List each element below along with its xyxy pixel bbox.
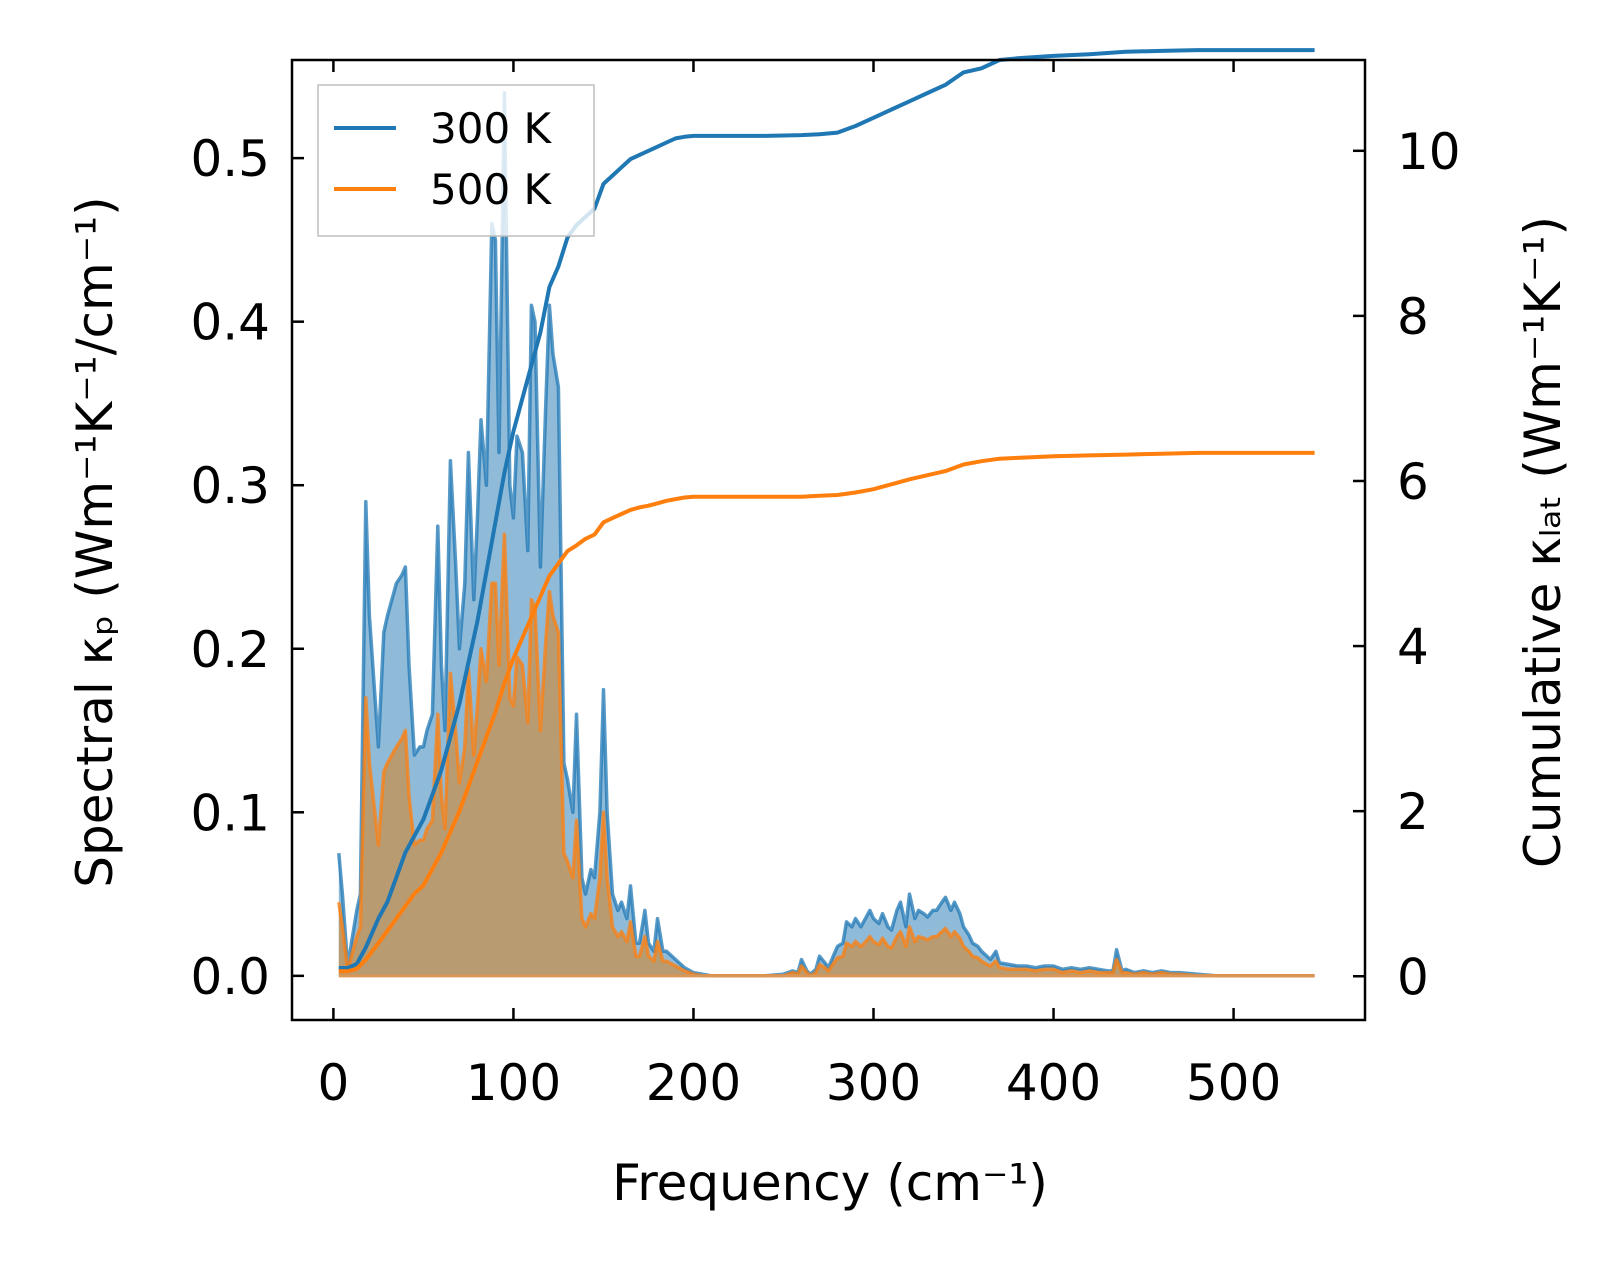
plot-frame [290,58,1367,1022]
x-axis-title: Frequency (cm⁻¹) [612,1154,1048,1212]
axes: 0 100 200 300 400 500 0.0 0.1 0.2 0.3 0.4 0.5 0 2 4 6 8 1… [190,58,1461,1112]
x-tick-label: 400 [1006,1054,1101,1112]
y-left-tick-label: 0.4 [190,294,270,352]
x-tick-label: 500 [1186,1054,1281,1112]
x-tick-label: 300 [826,1054,921,1112]
legend: 300 K 500 K [317,84,595,237]
y-left-tick-label: 0.0 [190,948,270,1006]
y-right-tick-label: 0 [1397,948,1429,1006]
legend-frame [317,84,595,237]
y-right-tick-label: 6 [1397,453,1429,511]
x-tick-label: 100 [466,1054,561,1112]
cumulative-line-500k [338,450,1315,974]
y-right-axis-title: Cumulative κₗₐₜ (Wm⁻¹K⁻¹) [1514,216,1572,868]
plot-area [337,48,1315,978]
x-tick-label: 0 [318,1054,350,1112]
x-tick-label: 200 [646,1054,741,1112]
y-right-tick-label: 4 [1397,618,1429,676]
cumulative-line-300k [338,48,1315,970]
y-right-tick-label: 8 [1397,288,1429,346]
y-right-tick-label: 2 [1397,783,1429,841]
y-left-tick-label: 0.5 [190,130,270,188]
y-left-tick-label: 0.1 [190,784,270,842]
legend-label-500k: 500 K [430,165,553,214]
spectral-area-500k [338,534,1315,976]
y-left-tick-label: 0.3 [190,457,270,515]
y-left-tick-label: 0.2 [190,621,270,679]
y-right-tick-label: 10 [1397,123,1461,181]
legend-label-300k: 300 K [430,104,553,153]
y-left-axis-title: Spectral κₚ (Wm⁻¹K⁻¹/cm⁻¹) [66,196,124,887]
